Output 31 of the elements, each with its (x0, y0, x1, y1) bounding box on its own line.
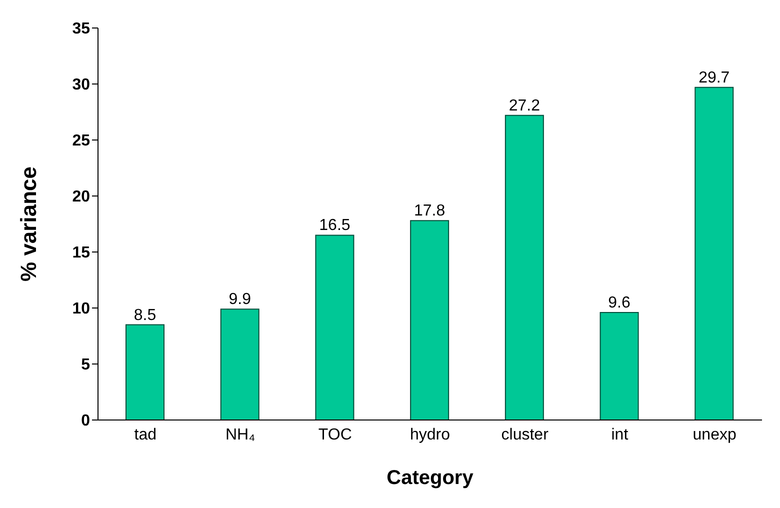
x-tick-label: TOC (318, 426, 352, 444)
x-axis-title: Category (386, 467, 474, 490)
data-label: 9.6 (608, 294, 631, 312)
x-tick-label: NH₄ (225, 426, 256, 444)
y-axis-title: % variance (16, 166, 41, 282)
y-tick-label: 15 (72, 244, 90, 262)
x-tick-label: tad (134, 426, 157, 444)
bar (504, 114, 544, 420)
y-tick-label: 10 (72, 300, 90, 318)
y-tick-label: 0 (81, 412, 90, 430)
bar (315, 234, 354, 420)
data-label: 27.2 (508, 97, 540, 114)
bar (410, 220, 450, 420)
x-tick-label: int (611, 426, 629, 444)
bar (126, 324, 164, 420)
data-label: 29.7 (698, 69, 730, 86)
y-tick-label: 35 (72, 20, 90, 38)
y-tick-label: 25 (72, 132, 90, 150)
data-label: 16.5 (319, 217, 350, 234)
bar (600, 312, 639, 420)
x-tick-label: unexp (692, 426, 736, 444)
x-tick-label: cluster (501, 426, 550, 444)
y-tick-label: 30 (72, 76, 90, 94)
x-tick-label: hydro (410, 426, 450, 444)
bar (694, 86, 734, 420)
y-tick-label: 20 (72, 188, 90, 206)
data-label: 9.9 (228, 291, 252, 308)
data-label: 17.8 (414, 202, 446, 220)
bar (220, 308, 260, 420)
y-tick-label: 5 (81, 356, 90, 374)
data-label: 8.5 (134, 306, 156, 324)
